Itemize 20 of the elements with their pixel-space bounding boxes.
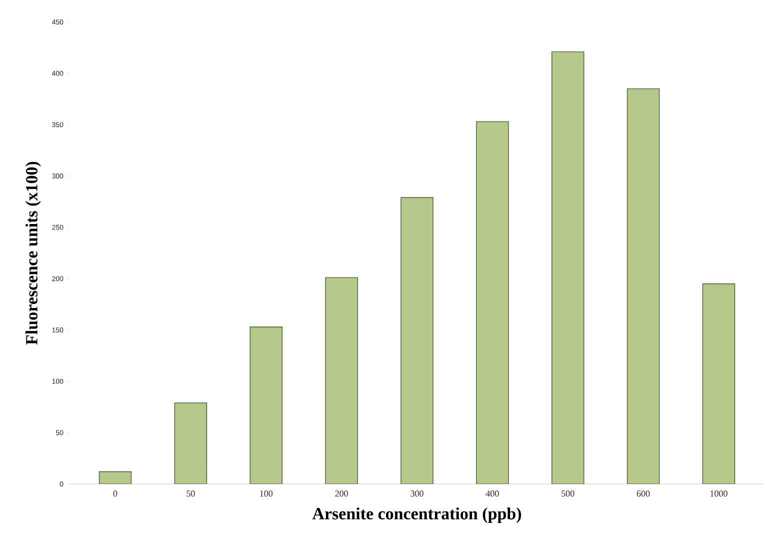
x-tick-label: 200 <box>335 490 348 497</box>
x-tick-label: 1000 <box>710 490 728 497</box>
x-tick-label: 500 <box>562 490 574 497</box>
bar <box>551 51 584 484</box>
x-tick-label: 50 <box>186 490 195 497</box>
bar <box>99 472 132 484</box>
bar <box>626 88 660 484</box>
bar <box>250 326 283 484</box>
bar <box>325 277 358 484</box>
x-axis-title: Arsenite concentration (ppb) <box>312 507 522 523</box>
bar <box>702 283 736 484</box>
x-tick-label: 0 <box>113 490 118 497</box>
x-tick-label: 400 <box>486 490 499 497</box>
bar <box>400 197 434 484</box>
x-tick-label: 600 <box>636 490 650 497</box>
x-tick-label: 100 <box>260 490 273 497</box>
bar <box>174 402 208 484</box>
bar <box>476 121 509 484</box>
x-tick-label: 300 <box>410 490 424 497</box>
y-axis-title: Fluorescence units (x100) <box>26 162 41 345</box>
